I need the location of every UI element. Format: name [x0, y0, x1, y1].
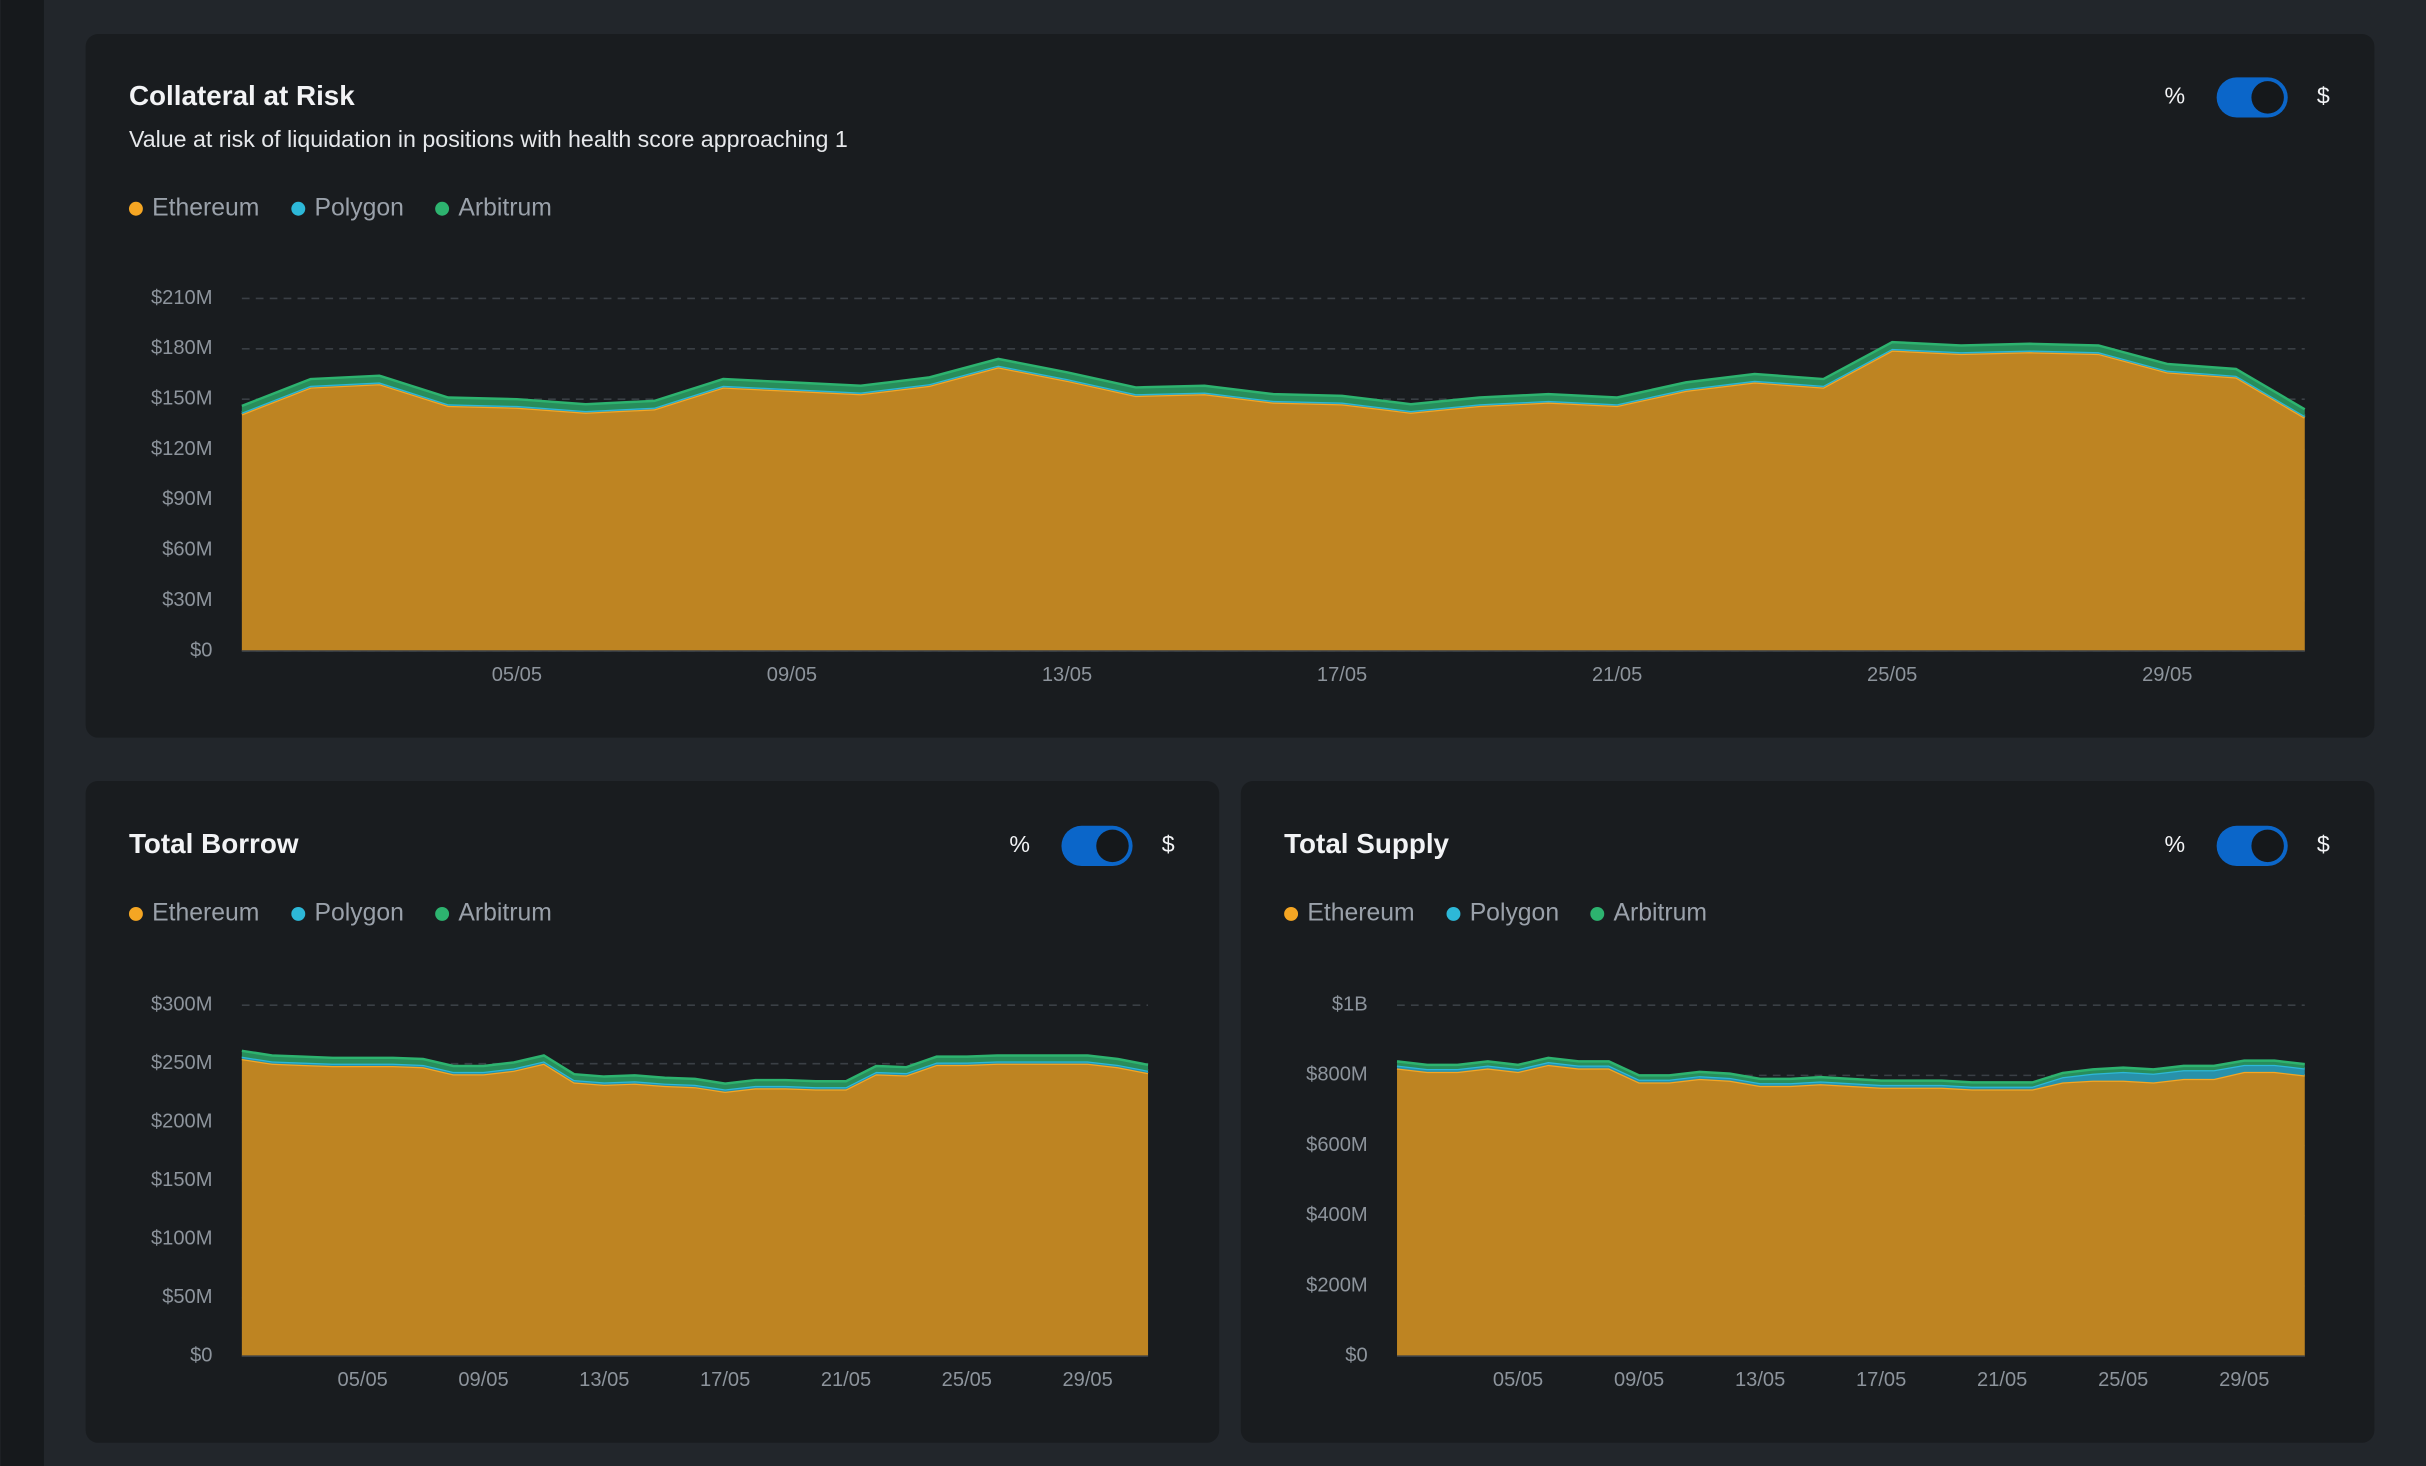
- x-tick-label: 21/05: [1592, 664, 1642, 686]
- legend-label: Polygon: [315, 899, 404, 926]
- sidebar: [0, 0, 44, 1466]
- legend-dot: [1446, 906, 1461, 921]
- legend-label: Polygon: [315, 194, 404, 221]
- legend-dot: [435, 906, 450, 921]
- chart-title: Total Borrow: [129, 828, 299, 859]
- area: [241, 1050, 1149, 1090]
- toggle-label: %: [2165, 83, 2186, 109]
- legend-label: Ethereum: [152, 194, 259, 221]
- chart-subtitle: Value at risk of liquidation in position…: [129, 126, 848, 152]
- area: [241, 350, 2305, 652]
- area-line: [1396, 1056, 2305, 1084]
- legend-label: Polygon: [1470, 899, 1559, 926]
- y-tick-label: $1B: [1332, 993, 1368, 1015]
- y-tick-label: $180M: [151, 337, 212, 359]
- legend-dot: [291, 201, 306, 216]
- legend-dot: [128, 201, 143, 216]
- y-tick-label: $100M: [151, 1228, 212, 1250]
- x-tick-label: 05/05: [1493, 1369, 1543, 1391]
- legend-label: Arbitrum: [1614, 899, 1707, 926]
- legend-dot: [291, 906, 306, 921]
- toggle-label: %: [2165, 831, 2186, 857]
- toggle-label: $: [2317, 831, 2330, 857]
- x-tick-label: 05/05: [338, 1369, 388, 1391]
- legend-dot: [128, 906, 143, 921]
- legend-dot: [435, 201, 450, 216]
- x-tick-label: 17/05: [1856, 1369, 1906, 1391]
- toggle-knob: [2251, 81, 2284, 114]
- toggle-knob: [2251, 829, 2284, 863]
- x-tick-label: 05/05: [492, 664, 542, 686]
- legend-label: Arbitrum: [458, 899, 551, 926]
- area-line: [241, 347, 2306, 418]
- x-tick-label: 29/05: [1062, 1369, 1112, 1391]
- toggle-label: $: [2317, 83, 2330, 109]
- toggle-knob: [1096, 829, 1129, 863]
- x-tick-label: 21/05: [821, 1369, 871, 1391]
- x-tick-label: 29/05: [2142, 664, 2192, 686]
- y-tick-label: $150M: [151, 388, 212, 410]
- legend-label: Arbitrum: [458, 194, 551, 221]
- y-tick-label: $210M: [151, 287, 212, 309]
- y-tick-label: $600M: [1306, 1134, 1367, 1156]
- toggle-label: $: [1162, 831, 1175, 857]
- area: [1397, 1057, 2305, 1087]
- area-line: [241, 1049, 1149, 1085]
- y-tick-label: $60M: [162, 539, 212, 561]
- y-tick-label: $300M: [151, 993, 212, 1015]
- x-tick-label: 17/05: [1317, 664, 1367, 686]
- x-tick-label: 09/05: [767, 664, 817, 686]
- y-tick-label: $250M: [151, 1052, 212, 1074]
- x-tick-label: 29/05: [2219, 1369, 2269, 1391]
- chart-title: Collateral at Risk: [129, 80, 355, 111]
- y-tick-label: $30M: [162, 589, 212, 611]
- y-tick-label: $200M: [151, 1110, 212, 1132]
- x-tick-label: 21/05: [1977, 1369, 2027, 1391]
- x-tick-label: 25/05: [1867, 664, 1917, 686]
- y-tick-label: $0: [190, 639, 212, 661]
- y-tick-label: $120M: [151, 438, 212, 460]
- area: [1397, 1064, 2305, 1357]
- legend-dot: [1590, 906, 1605, 921]
- x-tick-label: 09/05: [1614, 1369, 1664, 1391]
- y-tick-label: $90M: [162, 488, 212, 510]
- area: [241, 1058, 1149, 1357]
- chart-title: Total Supply: [1284, 828, 1449, 859]
- toggle-label: %: [1009, 831, 1030, 857]
- x-tick-label: 09/05: [458, 1369, 508, 1391]
- y-tick-label: $400M: [1306, 1204, 1367, 1226]
- y-tick-label: $0: [1345, 1345, 1367, 1367]
- x-tick-label: 17/05: [700, 1369, 750, 1391]
- x-tick-label: 13/05: [579, 1369, 629, 1391]
- x-tick-label: 25/05: [2098, 1369, 2148, 1391]
- x-tick-label: 25/05: [942, 1369, 992, 1391]
- y-tick-label: $800M: [1306, 1064, 1367, 1086]
- x-tick-label: 13/05: [1735, 1369, 1785, 1391]
- y-tick-label: $150M: [151, 1169, 212, 1191]
- legend-label: Ethereum: [1307, 899, 1414, 926]
- y-tick-label: $200M: [1306, 1274, 1367, 1296]
- y-tick-label: $0: [190, 1345, 212, 1367]
- legend-label: Ethereum: [152, 899, 259, 926]
- x-tick-label: 13/05: [1042, 664, 1092, 686]
- y-tick-label: $50M: [162, 1286, 212, 1308]
- area-line: [241, 340, 2306, 411]
- legend-dot: [1284, 906, 1299, 921]
- area: [241, 342, 2305, 416]
